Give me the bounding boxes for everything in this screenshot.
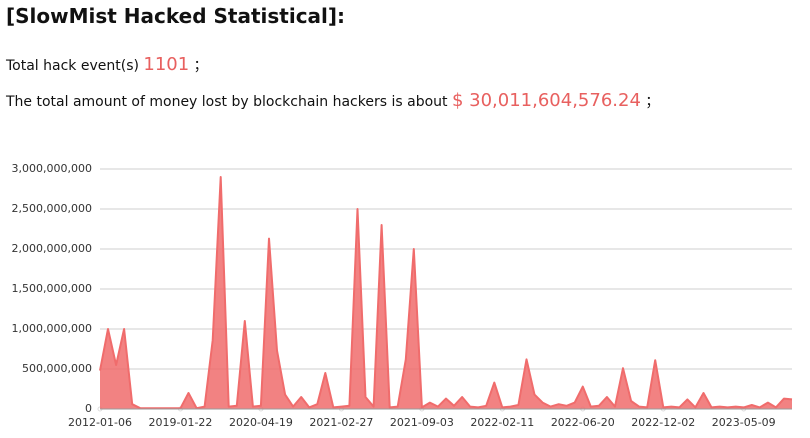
y-tick-label: 1,500,000,000 — [12, 282, 92, 295]
stat-line: Total hack event(s) 1101 ； — [6, 54, 208, 75]
x-tick-label: 2022-06-20 — [551, 416, 615, 429]
y-tick-label: 0 — [85, 402, 92, 415]
line — [99, 176, 793, 410]
y-tick-label: 3,000,000,000 — [12, 162, 92, 175]
chart: 0 500,000,000 1,000,000,000 1,500,000,000 2,… — [12, 162, 793, 429]
x-tick-label: 2020-04-19 — [229, 416, 293, 429]
stat-value: 1101 — [143, 54, 190, 75]
y-tick-label: 2,500,000,000 — [12, 202, 92, 215]
area — [100, 177, 792, 409]
y-tick-label: 2,000,000,000 — [12, 242, 92, 255]
page-title: [SlowMist Hacked Statistical]: — [6, 4, 346, 28]
x-tick-label: 2021-09-03 — [390, 416, 454, 429]
x-tick-label: 2023-05-09 — [712, 416, 776, 429]
stat-suffix: ； — [193, 58, 208, 74]
stat-value: $ 30,011,604,576.24 — [451, 90, 641, 111]
x-tick-label: 2022-02-11 — [470, 416, 534, 429]
stat-suffix: ； — [645, 94, 660, 110]
stat-line: The total amount of money lost by blockc… — [6, 90, 659, 111]
x-tick-label: 2022-12-02 — [631, 416, 695, 429]
y-tick-label: 1,000,000,000 — [12, 322, 92, 335]
x-tick-label: 2021-02-27 — [309, 416, 373, 429]
x-tick-label: 2019-01-22 — [148, 416, 212, 429]
stat-label: The total amount of money lost by blockc… — [6, 94, 448, 110]
x-tick-label: 2012-01-06 — [68, 416, 132, 429]
y-tick-label: 500,000,000 — [22, 362, 92, 375]
stat-label: Total hack event(s) — [6, 58, 139, 74]
